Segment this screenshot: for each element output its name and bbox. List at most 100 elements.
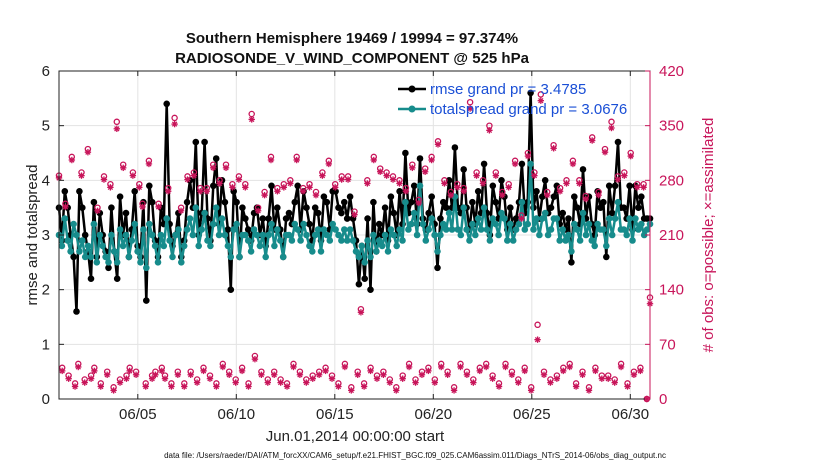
asterisk-stroke — [489, 375, 496, 382]
data-point-1 — [431, 231, 438, 239]
data-point-0 — [314, 209, 322, 217]
data-point-0 — [437, 215, 444, 222]
data-point-1 — [495, 231, 502, 239]
data-point-0 — [335, 204, 342, 211]
asterisk-stroke — [570, 161, 576, 167]
asterisk-stroke — [329, 375, 335, 382]
obs-assimilated-marker — [171, 120, 178, 128]
obs-assimilated-marker — [222, 164, 230, 172]
obs-assimilated-marker — [489, 375, 496, 382]
obs-assimilated-marker — [184, 176, 191, 183]
obs-assimilated-marker — [303, 379, 310, 386]
obs-assimilated-marker — [540, 371, 548, 378]
asterisk-stroke — [72, 383, 78, 390]
asterisk-stroke — [181, 383, 187, 390]
asterisk-stroke — [255, 208, 261, 214]
obs-assimilated-marker — [232, 379, 239, 386]
data-point-1 — [405, 226, 412, 233]
obs-assimilated-marker — [511, 160, 519, 168]
y-right-tick-label: 70 — [659, 336, 676, 353]
asterisk-stroke — [608, 125, 615, 131]
data-point-1 — [175, 226, 182, 233]
obs-assimilated-marker — [174, 371, 182, 378]
asterisk-stroke — [306, 184, 313, 191]
obs-assimilated-marker — [547, 379, 554, 386]
data-point-1 — [530, 226, 537, 233]
data-point-1 — [326, 237, 334, 244]
data-point-0 — [410, 182, 418, 190]
data-point-1 — [384, 248, 392, 255]
data-point-1 — [387, 226, 395, 233]
asterisk-stroke — [477, 368, 483, 374]
asterisk-stroke — [152, 372, 159, 378]
data-point-1 — [154, 259, 162, 266]
obs-assimilated-marker — [463, 371, 471, 378]
obs-assimilated-marker — [277, 379, 284, 386]
asterisk-stroke — [358, 309, 364, 316]
data-point-0 — [87, 275, 95, 283]
obs-assimilated-marker — [65, 375, 72, 382]
data-point-0 — [233, 198, 240, 206]
data-point-1 — [189, 231, 197, 239]
asterisk-stroke — [284, 383, 290, 390]
asterisk-stroke — [531, 172, 538, 179]
obs-assimilated-marker — [428, 156, 435, 164]
data-point-0 — [90, 198, 98, 206]
obs-assimilated-marker — [518, 215, 525, 222]
data-point-0 — [428, 193, 436, 200]
obs-assimilated-marker — [486, 127, 493, 134]
asterisk-stroke — [94, 208, 101, 214]
asterisk-stroke — [293, 157, 300, 163]
data-point-1 — [367, 253, 374, 261]
data-point-0 — [626, 182, 633, 190]
data-point-0 — [512, 215, 520, 222]
obs-assimilated-marker — [287, 180, 294, 187]
obs-assimilated-marker — [296, 371, 304, 378]
asterisk-stroke — [175, 372, 181, 378]
obs-assimilated-marker — [492, 172, 500, 179]
asterisk-stroke — [550, 145, 557, 152]
x-tick-label: 06/25 — [513, 406, 551, 423]
obs-assimilated-marker — [120, 164, 127, 172]
data-point-1 — [230, 226, 237, 233]
obs-assimilated-marker — [495, 383, 503, 390]
obs-assimilated-marker — [219, 363, 227, 371]
asterisk-stroke — [335, 383, 342, 390]
obs-assimilated-marker — [271, 371, 278, 378]
obs-assimilated-marker — [521, 367, 528, 375]
asterisk-stroke — [364, 180, 371, 187]
obs-assimilated-marker — [572, 383, 580, 390]
data-point-1 — [148, 231, 156, 239]
asterisk-stroke — [512, 161, 518, 167]
obs-assimilated-marker — [68, 156, 76, 164]
data-point-1 — [509, 237, 517, 244]
asterisk-stroke — [586, 387, 592, 394]
data-point-1 — [306, 242, 313, 250]
obs-assimilated-marker — [203, 188, 210, 195]
asterisk-stroke — [547, 379, 554, 386]
data-point-0 — [306, 220, 313, 228]
obs-assimilated-marker — [91, 367, 98, 375]
data-point-1 — [160, 242, 168, 250]
obs-assimilated-marker — [322, 367, 329, 375]
data-point-1 — [285, 231, 293, 239]
obs-assimilated-marker — [293, 156, 300, 164]
data-point-1 — [454, 226, 462, 233]
obs-possible-marker — [466, 98, 474, 106]
obs-assimilated-marker — [155, 203, 162, 211]
obs-assimilated-marker — [553, 375, 561, 382]
obs-assimilated-marker — [479, 180, 487, 187]
data-point-0 — [507, 204, 514, 211]
data-point-0 — [387, 193, 395, 200]
data-point-0 — [61, 188, 69, 195]
obs-assimilated-marker — [399, 375, 406, 382]
obs-assimilated-marker — [560, 367, 567, 375]
data-point-1 — [605, 215, 613, 222]
data-point-1 — [640, 231, 648, 239]
obs-assimilated-marker — [605, 375, 612, 382]
asterisk-stroke — [387, 379, 393, 386]
obs-assimilated-marker — [588, 137, 596, 144]
x-tick-label: 06/15 — [316, 406, 354, 423]
asterisk-stroke — [496, 383, 502, 390]
asterisk-stroke — [451, 387, 457, 394]
